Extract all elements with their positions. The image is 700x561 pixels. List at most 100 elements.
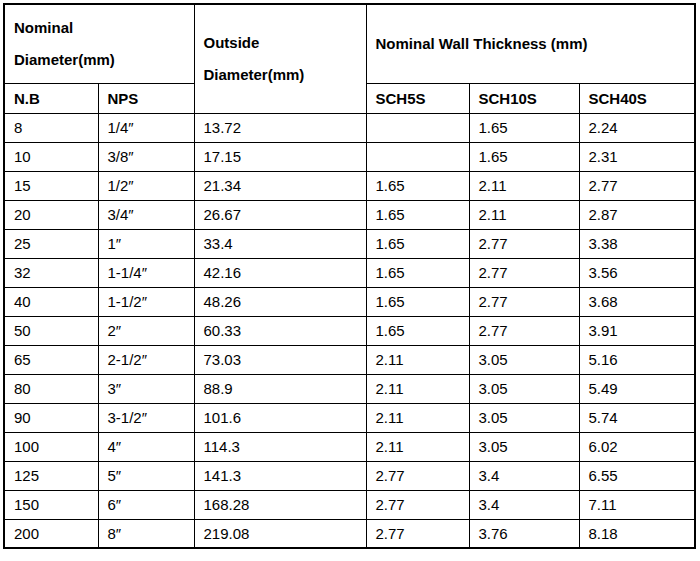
cell: 3.38 <box>579 229 695 258</box>
header-outside-diameter-line1: Outside <box>204 27 362 59</box>
cell: 48.26 <box>194 287 366 316</box>
header-nps: NPS <box>98 83 194 113</box>
cell: 4″ <box>98 432 194 461</box>
header-nominal-diameter: Nominal Diameter(mm) <box>4 4 194 83</box>
page: Nominal Diameter(mm) Outside Diameter(mm… <box>0 0 700 561</box>
cell: 20 <box>4 200 98 229</box>
cell: 3.05 <box>469 432 579 461</box>
header-outside-diameter-line2: Diameter(mm) <box>204 59 362 91</box>
cell: 13.72 <box>194 113 366 142</box>
cell: 1-1/4″ <box>98 258 194 287</box>
cell: 2.31 <box>579 142 695 171</box>
table-row: 1506″168.282.773.47.11 <box>4 490 695 519</box>
cell: 141.3 <box>194 461 366 490</box>
cell: 5.16 <box>579 345 695 374</box>
cell: 3.4 <box>469 490 579 519</box>
cell: 2″ <box>98 316 194 345</box>
header-sch10s: SCH10S <box>469 83 579 113</box>
cell: 1.65 <box>366 258 469 287</box>
cell: 125 <box>4 461 98 490</box>
cell: 5″ <box>98 461 194 490</box>
cell: 100 <box>4 432 98 461</box>
cell: 1.65 <box>469 142 579 171</box>
cell: 1.65 <box>366 287 469 316</box>
cell: 2.11 <box>469 171 579 200</box>
cell: 3.56 <box>579 258 695 287</box>
cell: 3.05 <box>469 345 579 374</box>
cell: 2.11 <box>469 200 579 229</box>
table-row: 203/4″26.671.652.112.87 <box>4 200 695 229</box>
header-row-1: Nominal Diameter(mm) Outside Diameter(mm… <box>4 4 695 83</box>
cell: 2.11 <box>366 374 469 403</box>
cell: 1/4″ <box>98 113 194 142</box>
cell: 6″ <box>98 490 194 519</box>
cell: 6.02 <box>579 432 695 461</box>
table-row: 103/8″17.151.652.31 <box>4 142 695 171</box>
cell: 26.67 <box>194 200 366 229</box>
table-row: 251″33.41.652.773.38 <box>4 229 695 258</box>
table-row: 2008″219.082.773.768.18 <box>4 519 695 548</box>
cell: 2.77 <box>469 316 579 345</box>
cell: 2.77 <box>469 258 579 287</box>
cell: 1.65 <box>469 113 579 142</box>
cell: 1.65 <box>366 316 469 345</box>
cell: 8 <box>4 113 98 142</box>
header-outside-diameter: Outside Diameter(mm) <box>194 4 366 113</box>
cell: 1.65 <box>366 200 469 229</box>
cell: 2.77 <box>579 171 695 200</box>
cell: 42.16 <box>194 258 366 287</box>
table-row: 803″88.92.113.055.49 <box>4 374 695 403</box>
cell: 2.87 <box>579 200 695 229</box>
cell: 8.18 <box>579 519 695 548</box>
cell: 6.55 <box>579 461 695 490</box>
table-body: 81/4″13.721.652.24103/8″17.151.652.31151… <box>4 113 695 548</box>
cell: 150 <box>4 490 98 519</box>
cell: 3/4″ <box>98 200 194 229</box>
cell: 2.77 <box>366 490 469 519</box>
pipe-dimensions-table: Nominal Diameter(mm) Outside Diameter(mm… <box>3 3 696 549</box>
cell: 168.28 <box>194 490 366 519</box>
cell: 65 <box>4 345 98 374</box>
cell: 7.11 <box>579 490 695 519</box>
table-row: 81/4″13.72 1.652.24 <box>4 113 695 142</box>
cell: 2-1/2″ <box>98 345 194 374</box>
cell: 219.08 <box>194 519 366 548</box>
cell: 3/8″ <box>98 142 194 171</box>
cell: 1-1/2″ <box>98 287 194 316</box>
cell: 2.77 <box>366 461 469 490</box>
cell: 2.11 <box>366 345 469 374</box>
cell: 3.91 <box>579 316 695 345</box>
header-wall-thickness: Nominal Wall Thickness (mm) <box>366 4 695 83</box>
cell: 101.6 <box>194 403 366 432</box>
cell: 40 <box>4 287 98 316</box>
cell: 25 <box>4 229 98 258</box>
cell: 2.11 <box>366 403 469 432</box>
cell <box>366 113 469 142</box>
cell: 15 <box>4 171 98 200</box>
cell: 90 <box>4 403 98 432</box>
cell: 2.77 <box>469 287 579 316</box>
cell: 5.49 <box>579 374 695 403</box>
cell: 1.65 <box>366 229 469 258</box>
cell: 32 <box>4 258 98 287</box>
table-row: 502″60.331.652.773.91 <box>4 316 695 345</box>
cell: 3-1/2″ <box>98 403 194 432</box>
cell: 1.65 <box>366 171 469 200</box>
cell: 17.15 <box>194 142 366 171</box>
cell: 2.24 <box>579 113 695 142</box>
header-nominal-diameter-line2: Diameter(mm) <box>14 44 190 76</box>
cell: 33.4 <box>194 229 366 258</box>
header-sch5s: SCH5S <box>366 83 469 113</box>
cell: 3.76 <box>469 519 579 548</box>
table-row: 151/2″21.341.652.112.77 <box>4 171 695 200</box>
cell: 2.11 <box>366 432 469 461</box>
table-row: 321-1/4″42.161.652.773.56 <box>4 258 695 287</box>
cell: 2.77 <box>366 519 469 548</box>
cell: 3.4 <box>469 461 579 490</box>
cell: 5.74 <box>579 403 695 432</box>
cell: 114.3 <box>194 432 366 461</box>
cell: 3″ <box>98 374 194 403</box>
cell: 200 <box>4 519 98 548</box>
table-row: 903-1/2″101.62.113.055.74 <box>4 403 695 432</box>
cell: 3.05 <box>469 403 579 432</box>
